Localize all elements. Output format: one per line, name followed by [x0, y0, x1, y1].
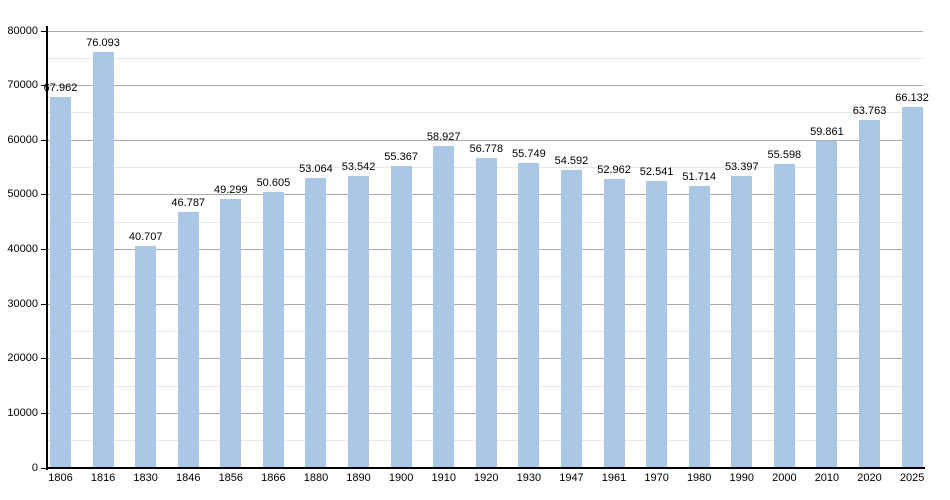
bar: [262, 191, 284, 468]
gridline-minor: [48, 57, 923, 59]
x-axis-label: 1961: [601, 472, 627, 484]
y-axis-label: 50000: [7, 188, 38, 201]
bar: [348, 175, 370, 468]
bar: [773, 164, 795, 468]
y-axis-tick: [41, 303, 47, 305]
y-axis-tick: [41, 412, 47, 414]
y-axis-tick: [41, 467, 47, 469]
x-axis-label: 2020: [857, 472, 882, 484]
bar-value-label: 67.962: [43, 81, 78, 94]
bar-value-label: 66.132: [895, 91, 929, 104]
bar: [433, 146, 455, 468]
bar-value-label: 55.598: [767, 149, 802, 162]
y-axis-label: 60000: [7, 133, 38, 146]
x-axis-label: 1930: [516, 472, 542, 484]
bar-value-label: 56.778: [469, 142, 504, 155]
bar-value-label: 53.397: [724, 161, 759, 174]
gridline-minor: [48, 112, 923, 114]
bar: [859, 119, 881, 468]
x-axis-label: 1947: [559, 472, 584, 484]
y-axis-label: 30000: [7, 297, 38, 310]
x-axis-label: 2025: [899, 472, 925, 484]
x-axis-label: 1806: [48, 472, 73, 484]
bar-value-label: 53.542: [341, 160, 376, 173]
bar: [390, 165, 412, 468]
bar-value-label: 50.605: [256, 176, 291, 189]
bar: [646, 180, 668, 468]
x-axis-label: 2010: [814, 472, 840, 484]
bar: [603, 178, 625, 468]
y-axis-tick: [41, 30, 47, 32]
bar: [177, 212, 199, 468]
bar-value-label: 54.592: [554, 154, 589, 167]
bar: [731, 176, 753, 468]
bar: [560, 169, 582, 468]
y-axis-label: 40000: [7, 243, 38, 255]
y-axis-tick: [41, 139, 47, 141]
x-axis-label: 1866: [261, 472, 286, 484]
y-axis-tick: [41, 85, 47, 87]
bar: [305, 178, 327, 468]
x-axis-line: [46, 467, 925, 469]
bar: [475, 157, 497, 468]
y-axis-label: 0: [31, 461, 38, 474]
bar: [135, 245, 157, 468]
x-axis-label: 1830: [133, 472, 158, 484]
bar-value-label: 55.367: [384, 150, 418, 163]
x-axis-label: 1880: [303, 472, 329, 484]
bar: [816, 141, 838, 468]
x-axis-label: 1900: [388, 472, 414, 484]
bar-value-label: 53.064: [299, 163, 333, 176]
x-axis-label: 2000: [772, 472, 797, 484]
y-axis-tick: [41, 249, 47, 250]
gridline-major: [48, 85, 923, 87]
bar-value-label: 51.714: [682, 170, 717, 183]
y-axis-label: 10000: [7, 406, 38, 419]
x-axis-label: 1910: [431, 472, 456, 484]
x-axis-label: 1856: [218, 472, 244, 484]
x-axis-label: 1846: [175, 472, 201, 484]
x-axis-label: 1990: [729, 472, 754, 484]
x-axis-label: 1970: [644, 472, 669, 484]
gridline-major: [48, 30, 923, 32]
x-axis-label: 1920: [474, 472, 499, 484]
x-axis-label: 1980: [686, 472, 712, 484]
bar-value-label: 49.299: [213, 183, 248, 196]
bar-value-label: 55.749: [512, 148, 546, 161]
y-axis-tick: [41, 194, 47, 196]
y-axis-tick: [41, 358, 47, 360]
y-axis-label: 80000: [7, 24, 38, 37]
bar-value-label: 63.763: [852, 104, 887, 117]
bar-value-label: 52.962: [597, 163, 631, 176]
bar-value-label: 59.861: [810, 126, 844, 138]
bar-value-label: 40.707: [128, 230, 163, 243]
bar-value-label: 46.787: [171, 197, 206, 210]
bar: [688, 185, 710, 468]
x-axis-label: 1890: [346, 472, 371, 484]
gridline-major: [48, 139, 923, 141]
y-axis-label: 70000: [7, 79, 38, 92]
x-axis-label: 1816: [90, 472, 116, 484]
bar: [92, 52, 114, 468]
y-axis-label: 20000: [7, 352, 38, 365]
bar: [518, 163, 540, 468]
bar: [901, 106, 923, 468]
bar-value-label: 58.927: [426, 131, 461, 144]
bar: [50, 96, 71, 468]
bar-value-label: 76.093: [86, 37, 120, 50]
bar: [220, 198, 242, 468]
bar-value-label: 52.541: [639, 165, 674, 178]
y-axis-line: [46, 26, 48, 470]
